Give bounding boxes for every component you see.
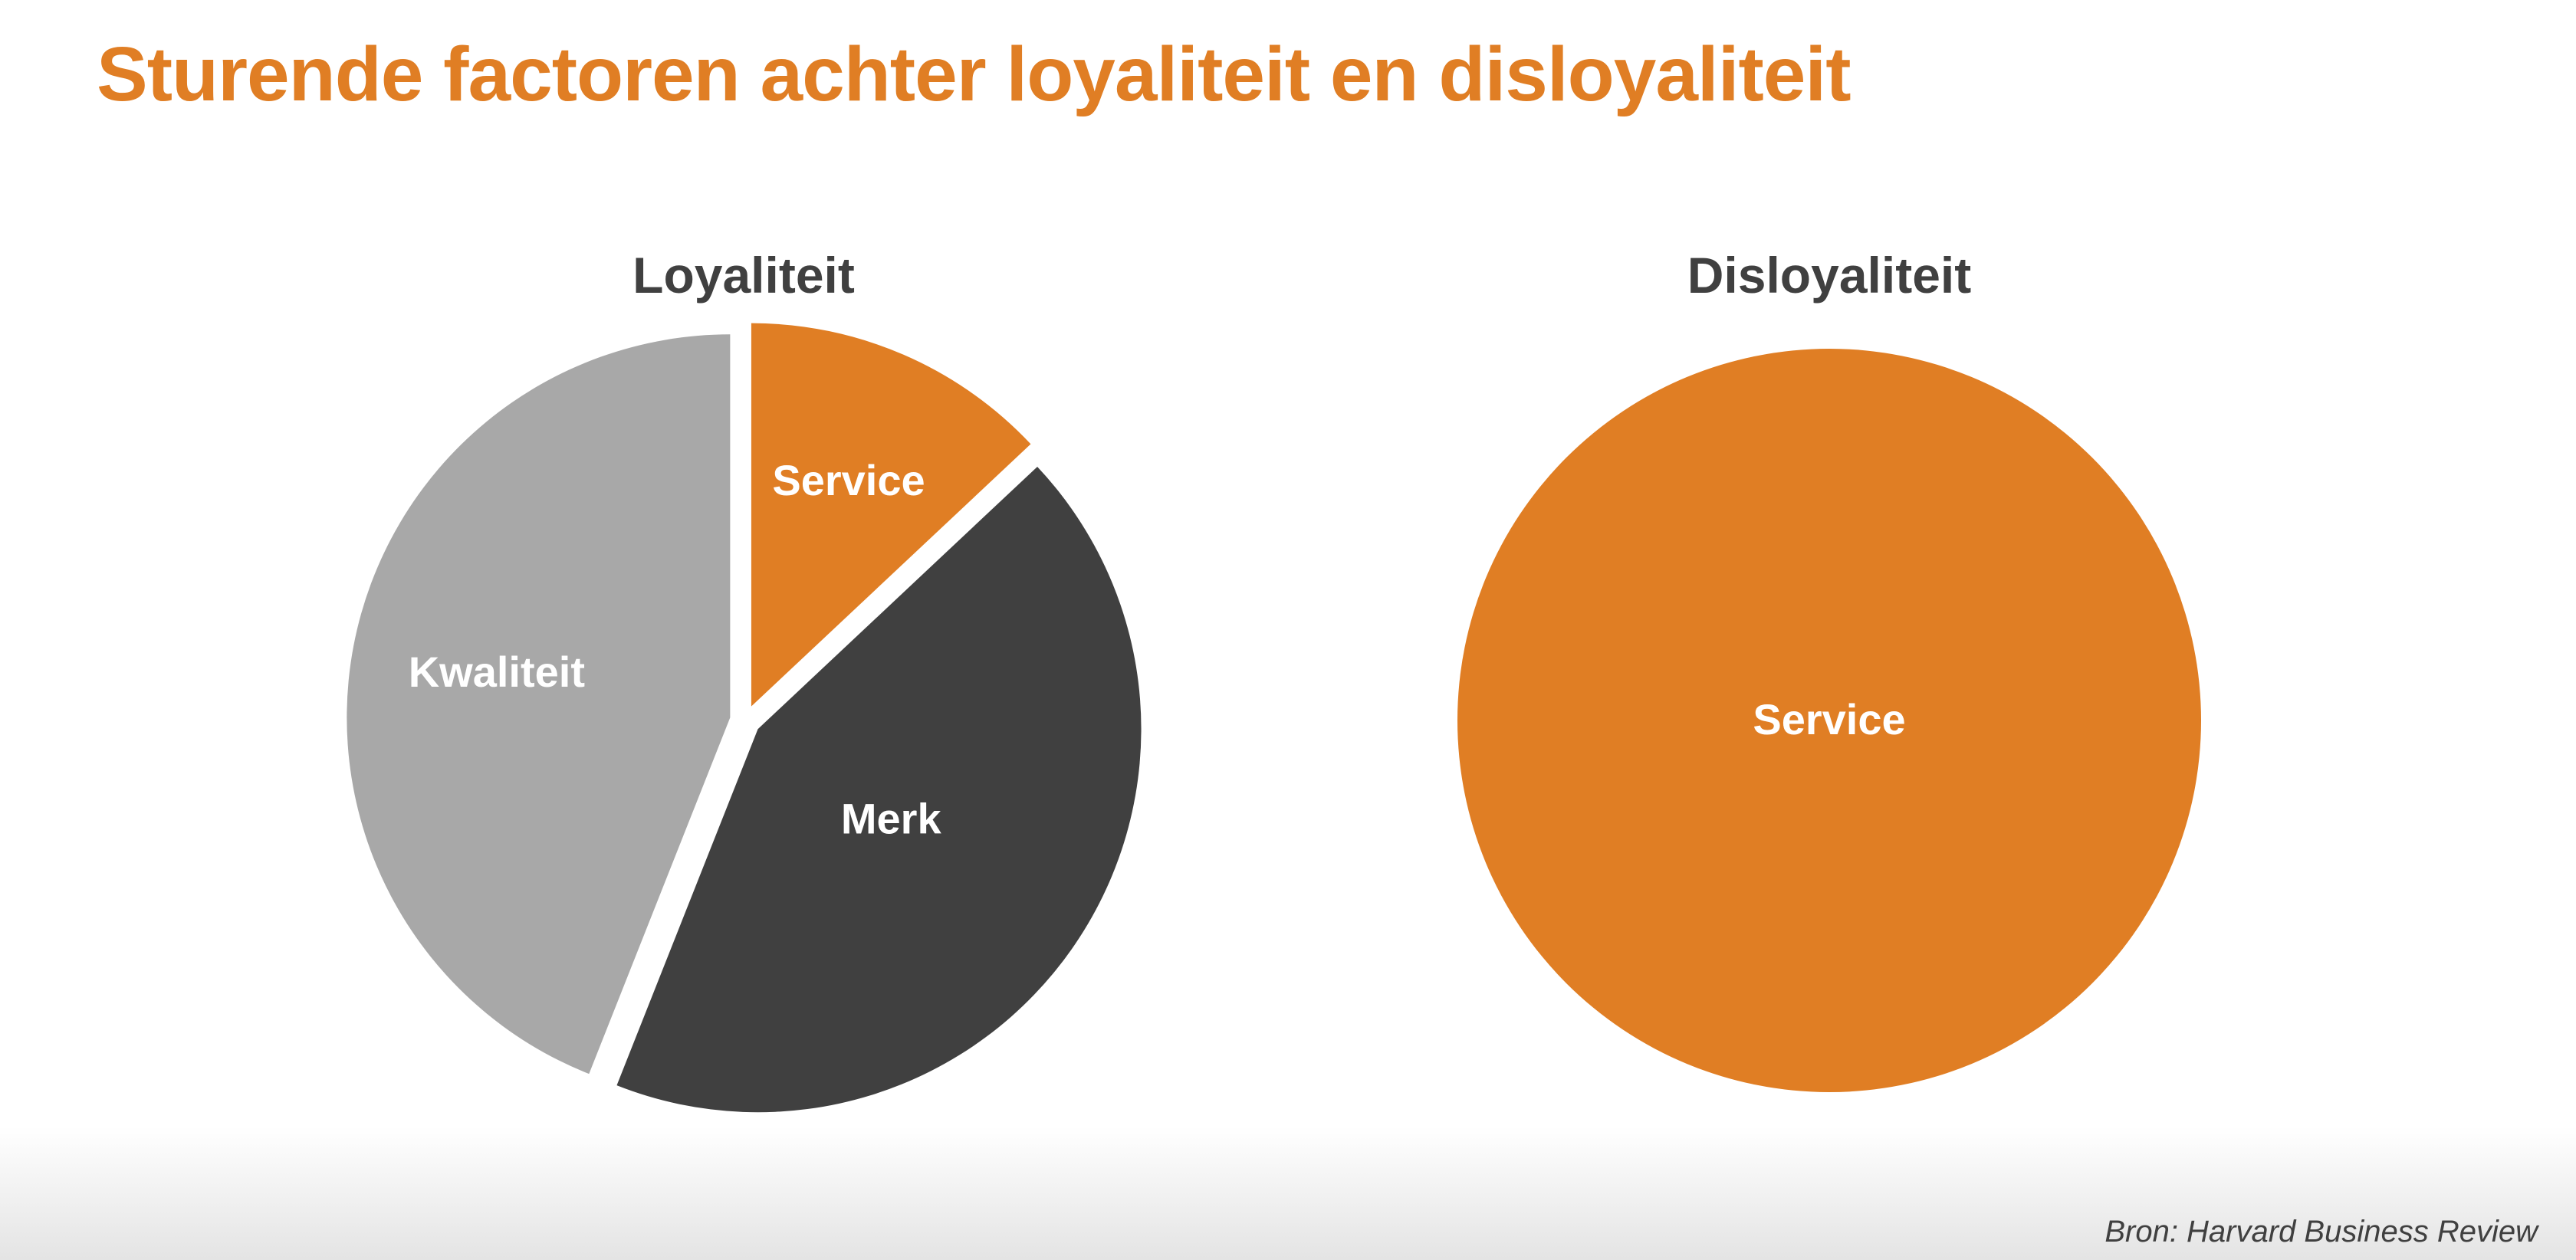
pie-slices-loyaliteit [347,323,1142,1113]
chart-title-loyaliteit: Loyaliteit [632,247,855,304]
pie-labels-loyaliteit: Service Merk Kwaliteit [409,456,942,842]
pie-slice-service [751,323,1031,707]
pie-labels-disloyaliteit: Service [1753,695,1905,743]
slice-label-service: Service [1753,695,1905,743]
pie-slice-merk [616,466,1142,1113]
slide-title: Sturende factoren achter loyaliteit en d… [97,31,1852,117]
slice-label-merk: Merk [841,794,942,842]
source-note: Bron: Harvard Business Review [2104,1215,2538,1249]
bottom-fade [0,1127,2576,1260]
slice-label-kwaliteit: Kwaliteit [409,648,585,696]
slice-label-service: Service [772,456,925,504]
pie-chart-disloyaliteit: Disloyaliteit Service [1457,247,2201,1092]
pie-chart-loyaliteit: Loyaliteit Service Merk Kwaliteit [347,247,1142,1113]
pie-slice-kwaliteit [347,334,731,1075]
pie-slice-service [1457,349,2201,1092]
chart-title-disloyaliteit: Disloyaliteit [1687,247,1971,304]
pie-slices-disloyaliteit [1457,349,2201,1092]
